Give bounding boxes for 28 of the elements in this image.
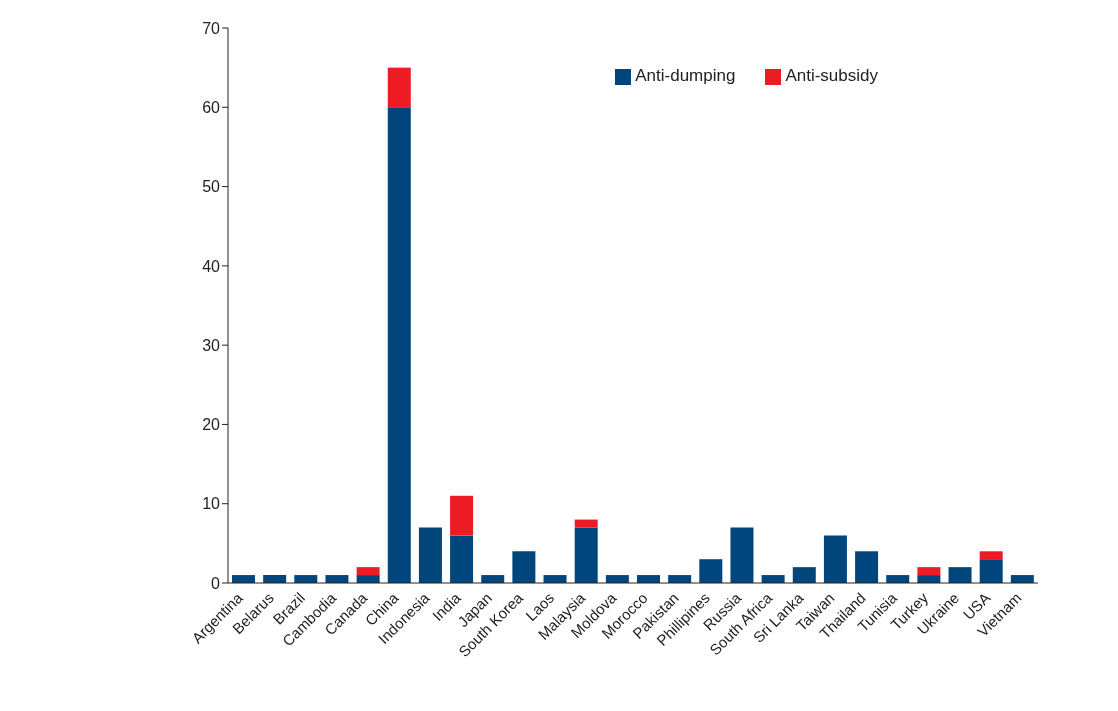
bar bbox=[823, 535, 847, 583]
bar bbox=[450, 495, 474, 536]
bar bbox=[730, 527, 754, 583]
bar bbox=[512, 551, 536, 583]
y-tick-label: 20 bbox=[202, 416, 221, 434]
y-tick-label: 0 bbox=[211, 574, 221, 592]
bar bbox=[574, 527, 598, 583]
legend-label: Anti-dumping bbox=[635, 66, 736, 85]
y-tick-label: 50 bbox=[202, 178, 221, 196]
bar bbox=[979, 551, 1003, 560]
bar bbox=[979, 559, 1003, 583]
bar bbox=[450, 535, 474, 583]
y-tick-label: 70 bbox=[202, 19, 221, 37]
y-tick-label: 30 bbox=[202, 336, 221, 354]
bar bbox=[917, 567, 941, 576]
y-tick-label: 10 bbox=[202, 495, 221, 513]
bar bbox=[574, 519, 598, 528]
y-tick-label: 60 bbox=[202, 98, 221, 116]
bar bbox=[792, 567, 816, 583]
bar bbox=[387, 107, 411, 583]
bar bbox=[356, 567, 380, 576]
y-tick-label: 40 bbox=[202, 257, 221, 275]
legend-label: Anti-subsidy bbox=[785, 66, 878, 85]
bar bbox=[387, 67, 411, 108]
bar bbox=[418, 527, 442, 583]
bar bbox=[699, 559, 723, 583]
bar bbox=[948, 567, 972, 583]
bar bbox=[855, 551, 879, 583]
